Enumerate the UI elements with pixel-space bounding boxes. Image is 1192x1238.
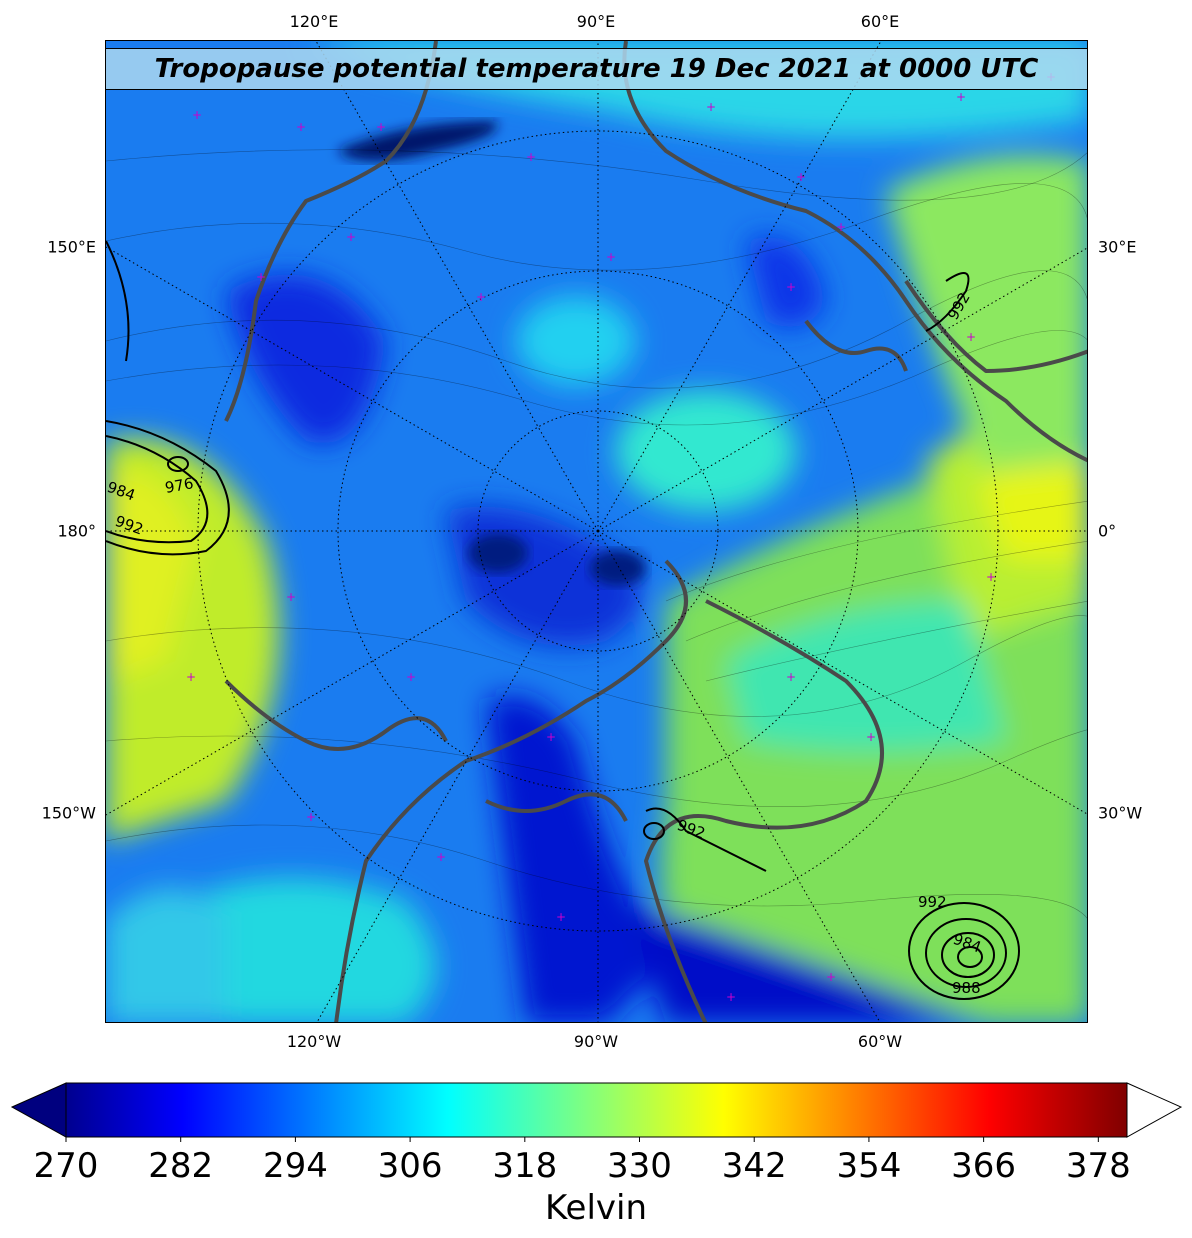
colorbar-tick-label: 306	[377, 1146, 443, 1186]
contour-label: 988	[952, 979, 981, 997]
tick-bottom-90w: 90°W	[573, 1032, 619, 1051]
svg-text:+: +	[606, 250, 616, 264]
svg-text:+: +	[192, 108, 202, 122]
dark-filament	[336, 121, 498, 161]
colorbar-unit-label: Kelvin	[544, 1188, 648, 1228]
potential-temperature-map: +++ +++ +++ +++ +++ +++ +++ +++ +++ 984 …	[106, 41, 1087, 1022]
isentrope-lines	[106, 149, 1087, 919]
svg-text:+: +	[866, 730, 876, 744]
colorbar-tick-label: 342	[721, 1146, 787, 1186]
pressure-contours	[106, 240, 1020, 1000]
field-shading	[106, 41, 1087, 1022]
colorbar-min-extend	[10, 1082, 67, 1138]
svg-text:+: +	[186, 670, 196, 684]
svg-text:+: +	[786, 670, 796, 684]
colorbar-tick-label: 354	[836, 1146, 902, 1186]
svg-text:+: +	[296, 120, 306, 134]
svg-text:+: +	[406, 670, 416, 684]
tick-bottom-120w: 120°W	[286, 1032, 342, 1051]
colorbar	[10, 1082, 1183, 1142]
svg-text:+: +	[286, 590, 296, 604]
svg-text:+: +	[966, 330, 976, 344]
colorbar-tick-label: 318	[492, 1146, 558, 1186]
svg-text:+: +	[346, 230, 356, 244]
map-panel: +++ +++ +++ +++ +++ +++ +++ +++ +++ 984 …	[105, 40, 1088, 1023]
svg-text:+: +	[556, 910, 566, 924]
colorbar-tick-label: 294	[262, 1146, 328, 1186]
tick-top-60e: 60°E	[860, 12, 900, 31]
tick-right-30w: 30°W	[1098, 803, 1143, 823]
svg-text:+: +	[726, 990, 736, 1004]
svg-text:+: +	[546, 730, 556, 744]
svg-text:+: +	[986, 570, 996, 584]
svg-text:+: +	[836, 220, 846, 234]
colorbar-max-extend	[1126, 1082, 1183, 1138]
svg-text:+: +	[786, 280, 796, 294]
tick-right-0: 0°	[1098, 521, 1117, 541]
graticule	[106, 41, 1087, 1022]
colorbar-tick-label: 282	[148, 1146, 214, 1186]
low-core-1	[468, 533, 528, 573]
svg-text:+: +	[376, 120, 386, 134]
tick-left-150w: 150°W	[41, 803, 96, 823]
tick-top-120e: 120°E	[289, 12, 339, 31]
colorbar-tick-marks	[65, 1137, 1099, 1142]
low-core-2	[590, 550, 646, 586]
svg-text:+: +	[796, 170, 806, 184]
svg-text:+: +	[306, 810, 316, 824]
svg-text:+: +	[706, 100, 716, 114]
tick-bottom-60w: 60°W	[857, 1032, 903, 1051]
svg-text:+: +	[436, 850, 446, 864]
colorbar-tick-label: 270	[33, 1146, 99, 1186]
coastlines	[224, 41, 1087, 1022]
svg-text:+: +	[256, 270, 266, 284]
colorbar-tick-label: 378	[1065, 1146, 1131, 1186]
map-title-box: Tropopause potential temperature 19 Dec …	[105, 48, 1088, 90]
station-markers: +++ +++ +++ +++ +++ +++ +++ +++ +++	[186, 70, 1056, 1004]
colorbar-tick-label: 366	[951, 1146, 1017, 1186]
tick-left-180: 180°	[57, 521, 96, 541]
tick-left-150e: 150°E	[47, 237, 96, 257]
tick-right-30e: 30°E	[1098, 237, 1137, 257]
map-title: Tropopause potential temperature 19 Dec …	[154, 54, 1039, 84]
colorbar-tick-label: 330	[607, 1146, 672, 1186]
svg-text:+: +	[526, 150, 536, 164]
svg-text:+: +	[476, 290, 486, 304]
colorbar-gradient	[65, 1082, 1128, 1138]
contour-label: 992	[918, 893, 947, 911]
tick-top-90e: 90°E	[576, 12, 616, 31]
svg-text:+: +	[826, 970, 836, 984]
svg-text:+: +	[956, 90, 966, 104]
contour-label: 976	[164, 474, 195, 497]
